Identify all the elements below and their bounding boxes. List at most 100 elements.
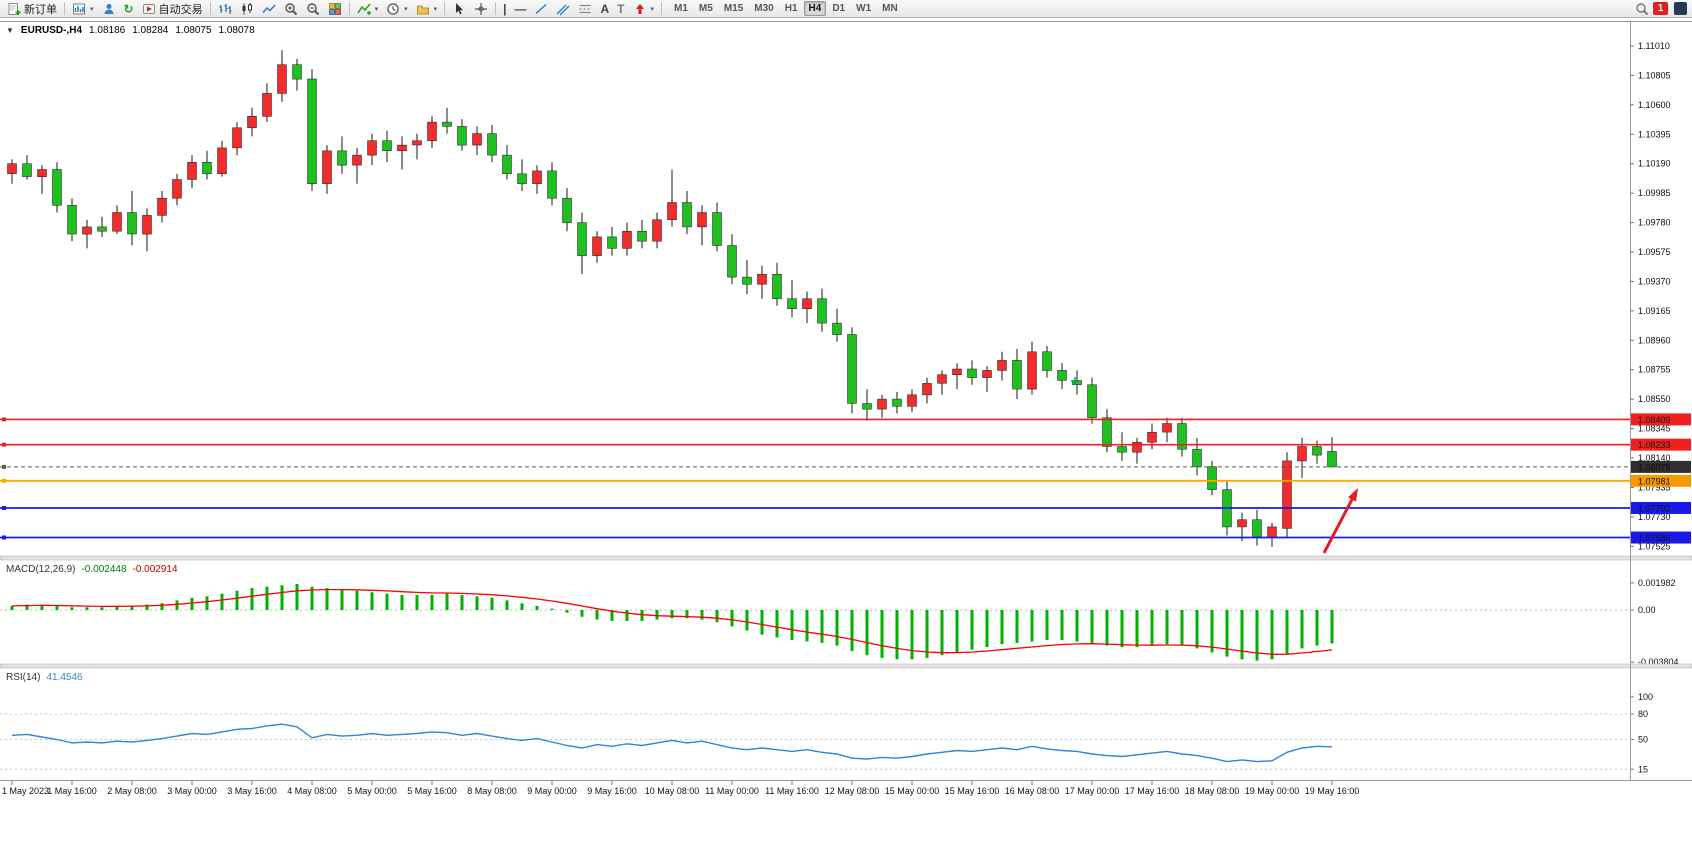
candle-body [337, 150, 347, 166]
dropdown-caret-icon: ▾ [404, 5, 408, 13]
time-label: 3 May 00:00 [167, 786, 217, 796]
candle-body [877, 398, 887, 410]
macd-signal-line [11, 588, 1333, 655]
templates-button[interactable]: ▾ [412, 1, 442, 17]
market-watch-button[interactable] [98, 1, 120, 17]
vertical-line-tool-button[interactable]: | [499, 1, 510, 17]
indicators-list-button[interactable]: ▾ [353, 1, 383, 17]
auto-trading-button[interactable]: 自动交易 [138, 1, 207, 17]
levels-layer [0, 417, 1630, 554]
candle-body [97, 226, 107, 232]
candle-body [937, 374, 947, 384]
refresh-button[interactable]: ↻ [120, 1, 138, 17]
time-label: 19 May 00:00 [1245, 786, 1300, 796]
current-price-line-handle[interactable] [2, 464, 6, 469]
candle-body [682, 202, 692, 228]
timeframe-button-d1[interactable]: D1 [832, 3, 846, 14]
current-price-line-tag [1631, 460, 1691, 473]
time-label: 17 May 16:00 [1125, 786, 1180, 796]
timeframe-button-h1[interactable]: H1 [784, 3, 798, 14]
notification-badge[interactable]: 1 [1653, 2, 1668, 15]
support-line-blue-2-handle[interactable] [2, 535, 6, 540]
macd-scale-label: 0.001982 [1638, 578, 1676, 588]
candle-body [457, 126, 467, 146]
time-label: 11 May 00:00 [705, 786, 759, 796]
trendline-tool-button[interactable] [530, 1, 552, 17]
timeframe-button-mn[interactable]: MN [882, 3, 898, 14]
dropdown-caret-icon: ▾ [90, 5, 94, 13]
candle-body [547, 170, 557, 199]
horizontal-line-tool-button[interactable]: — [510, 1, 530, 17]
timeframe-button-h4[interactable]: H4 [803, 1, 827, 16]
candle-body [952, 368, 962, 375]
one-click-trading-toggle[interactable]: ▼ [6, 26, 14, 35]
resistance-line-1-tag-label: 1.08409 [1638, 415, 1671, 425]
refresh-icon: ↻ [123, 1, 134, 16]
price-tick-label: 1.10805 [1638, 70, 1671, 80]
timeframe-button-m15[interactable]: M15 [723, 3, 744, 14]
support-line-orange-handle[interactable] [2, 478, 6, 483]
search-icon [1636, 2, 1649, 15]
candle-body [1327, 451, 1337, 468]
candle-body [1252, 519, 1262, 538]
time-label: 9 May 16:00 [587, 786, 637, 796]
candle-body [127, 212, 137, 235]
resistance-line-1-handle[interactable] [2, 417, 6, 422]
new-chart-icon [73, 3, 85, 14]
candle-body [892, 398, 902, 407]
candle-body [307, 78, 317, 185]
rsi-panel-splitter[interactable] [0, 663, 1692, 669]
candle-body [277, 64, 287, 94]
fibonacci-tool-button[interactable] [574, 1, 596, 17]
timeframe-button-m5[interactable]: M5 [698, 3, 713, 14]
dropdown-caret-icon: ▾ [650, 5, 655, 13]
timeframe-button-m30[interactable]: M30 [754, 3, 774, 14]
macd-panel-splitter[interactable] [0, 555, 1692, 561]
timeframe-button-m1[interactable]: M1 [674, 3, 688, 14]
candle-body [1147, 431, 1157, 443]
time-label: 16 May 08:00 [1005, 786, 1060, 796]
resistance-line-2-handle[interactable] [2, 442, 6, 447]
price-tick-label: 1.08550 [1638, 394, 1671, 404]
text-tool-button[interactable]: A [596, 1, 613, 17]
candle-body [817, 298, 827, 324]
arrows-tool-button[interactable]: ▾ [629, 1, 659, 17]
search-button[interactable] [1631, 1, 1653, 17]
timeframe-button-w1[interactable]: W1 [856, 3, 872, 14]
trendline-icon [535, 3, 547, 14]
label-tool-button[interactable]: T [613, 1, 628, 17]
price-tick-label: 1.09985 [1638, 188, 1671, 198]
zoom-in-button[interactable] [280, 1, 302, 17]
candle-body [1087, 384, 1097, 419]
trend-arrow-head[interactable] [1348, 488, 1358, 502]
profile-icon [104, 3, 114, 14]
cursor-button[interactable] [448, 1, 470, 17]
text-tool-icon: A [600, 1, 610, 16]
candle-body [1297, 446, 1307, 462]
candle-body [622, 230, 632, 249]
candlestick-type-button[interactable] [236, 1, 258, 17]
candle-body [637, 230, 647, 242]
app-corner-icon[interactable] [1674, 2, 1687, 15]
price-tick-label: 1.10190 [1638, 159, 1671, 169]
crosshair-button[interactable] [470, 1, 492, 17]
price-tick-label: 1.10395 [1638, 129, 1671, 139]
time-label: 17 May 00:00 [1065, 786, 1120, 796]
tile-windows-button[interactable] [324, 1, 346, 17]
new-chart-button[interactable]: ▾ [68, 1, 98, 17]
bar-chart-type-button[interactable] [214, 1, 236, 17]
trend-arrow[interactable] [1322, 498, 1354, 554]
zoom-out-button[interactable] [302, 1, 324, 17]
new-order-button[interactable]: 新订单 [3, 1, 61, 17]
candle-body [742, 276, 752, 285]
channel-tool-button[interactable] [552, 1, 574, 17]
support-line-blue-1-handle[interactable] [2, 506, 6, 510]
periods-button[interactable]: ▾ [382, 1, 412, 17]
macd-scale-label: -0.003804 [1638, 657, 1679, 667]
clock-icon [387, 2, 399, 15]
line-chart-type-button[interactable] [258, 1, 280, 17]
candle-body [1132, 441, 1142, 453]
candle-body [652, 219, 662, 242]
auto-trading-label: 自动交易 [158, 3, 203, 16]
